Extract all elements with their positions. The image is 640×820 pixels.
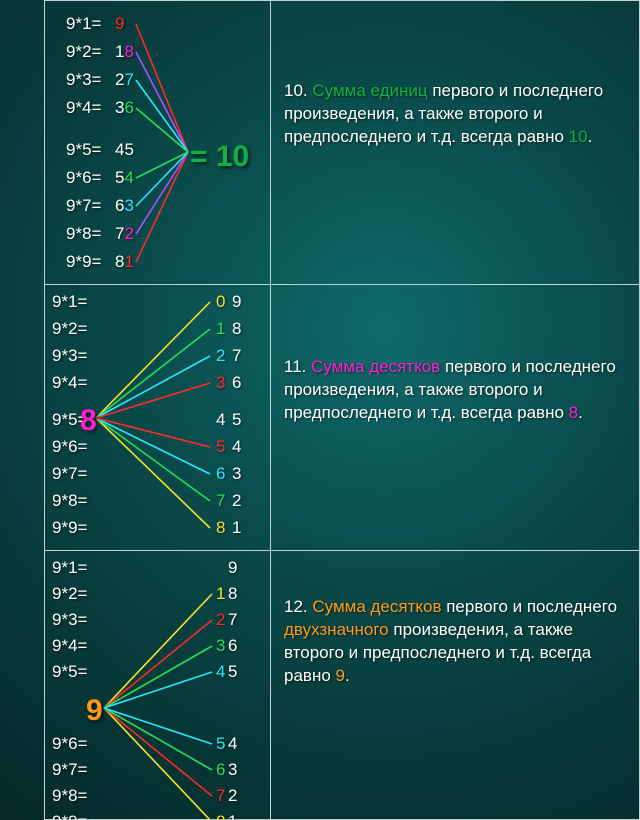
center-sum: 9 xyxy=(86,694,103,728)
mult-label: 9*4= xyxy=(66,98,101,118)
mult-label: 9*7= xyxy=(52,464,87,484)
mult-label: 9*8= xyxy=(52,491,87,511)
rule-description: 11. Сумма десятков первого и последнего … xyxy=(284,356,624,425)
mult-label: 9*2= xyxy=(52,319,87,339)
mult-label: 9*5= xyxy=(52,662,87,682)
mult-label: 9*2= xyxy=(52,584,87,604)
mult-label: 9*3= xyxy=(52,610,87,630)
center-sum: 8 xyxy=(80,404,97,438)
mult-label: 9*5= xyxy=(66,140,101,160)
center-sum: = 10 xyxy=(190,140,249,174)
mult-label: 9*9= xyxy=(52,812,87,820)
mult-label: 9*3= xyxy=(52,346,87,366)
mult-label: 9*9= xyxy=(66,252,101,272)
mult-label: 9*8= xyxy=(66,224,101,244)
mult-label: 9*1= xyxy=(66,14,101,34)
mult-label: 9*6= xyxy=(52,734,87,754)
rule-description: 10. Сумма единиц первого и последнего пр… xyxy=(284,80,624,149)
rule-description: 12. Сумма десятков первого и последнего … xyxy=(284,596,624,688)
mult-label: 9*8= xyxy=(52,786,87,806)
mult-label: 9*7= xyxy=(52,760,87,780)
mult-label: 9*6= xyxy=(52,437,87,457)
mult-label: 9*2= xyxy=(66,42,101,62)
mult-label: 9*4= xyxy=(52,636,87,656)
mult-label: 9*3= xyxy=(66,70,101,90)
mult-label: 9*7= xyxy=(66,196,101,216)
mult-label: 9*6= xyxy=(66,168,101,188)
mult-label: 9*4= xyxy=(52,373,87,393)
mult-label: 9*1= xyxy=(52,558,87,578)
mult-label: 9*1= xyxy=(52,292,87,312)
mult-label: 9*9= xyxy=(52,518,87,538)
